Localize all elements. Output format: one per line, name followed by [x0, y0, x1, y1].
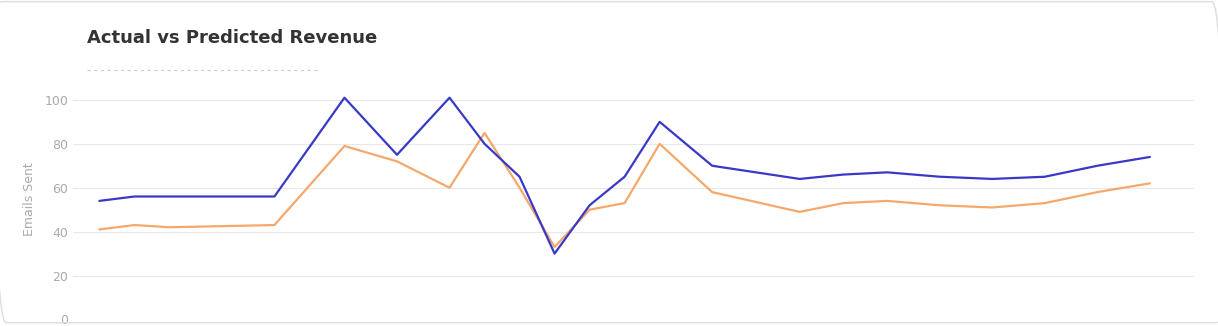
- Y-axis label: Emails Sent: Emails Sent: [23, 162, 37, 236]
- Point: [312, 68, 326, 72]
- Text: Actual vs Predicted Revenue: Actual vs Predicted Revenue: [86, 29, 376, 47]
- Point: [79, 68, 94, 72]
